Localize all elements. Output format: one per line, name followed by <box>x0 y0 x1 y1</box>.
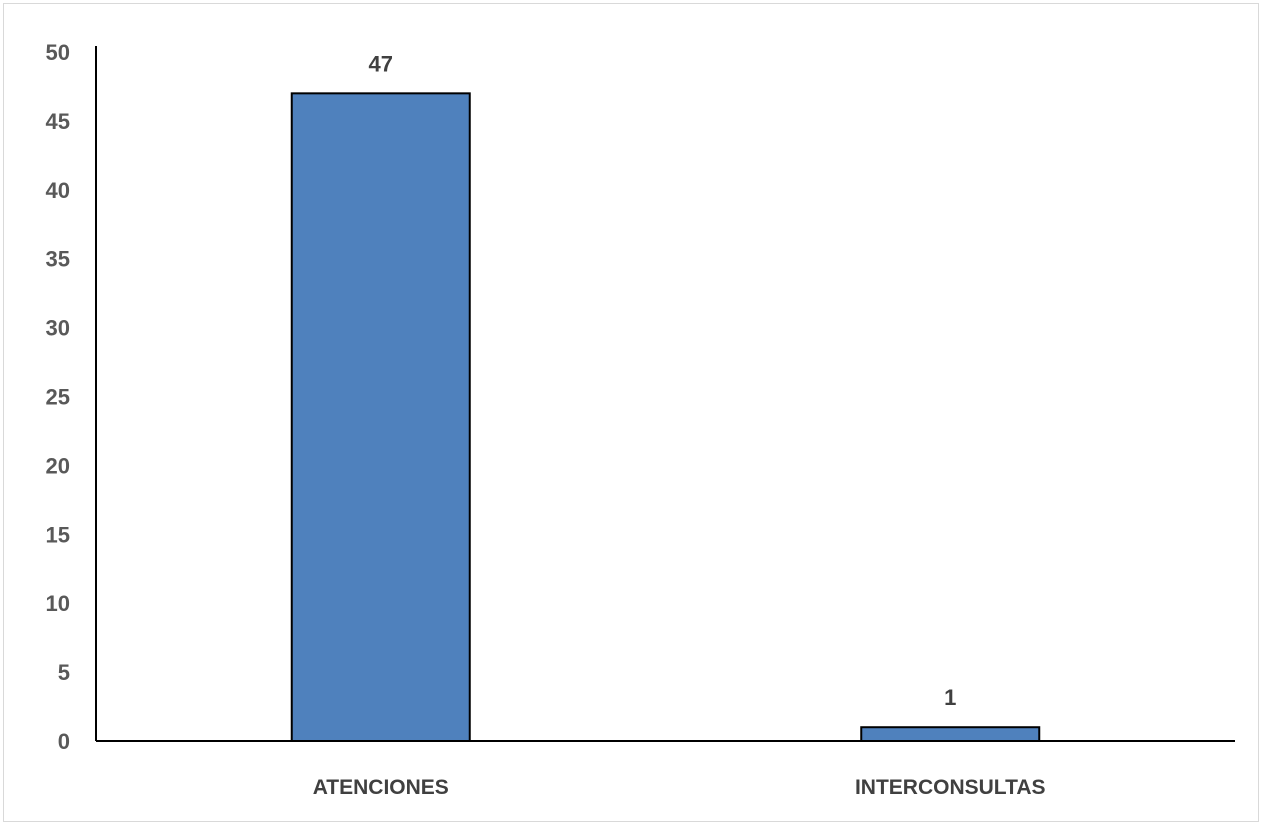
bars <box>290 92 1041 742</box>
y-tick-label: 20 <box>46 453 70 478</box>
y-tick-label: 15 <box>46 522 70 547</box>
y-tick-label: 50 <box>46 40 70 65</box>
chart-frame <box>3 3 1259 822</box>
x-tick-label: ATENCIONES <box>313 776 449 799</box>
data-label: 1 <box>944 685 956 710</box>
data-label: 47 <box>369 51 393 76</box>
y-tick-label: 30 <box>46 316 70 341</box>
y-tick-label: 5 <box>58 660 70 685</box>
bar-atenciones <box>290 92 471 742</box>
y-tick-label: 25 <box>46 385 70 410</box>
x-axis-tick-labels: ATENCIONES INTERCONSULTAS <box>313 776 1046 799</box>
y-tick-label: 0 <box>58 729 70 754</box>
x-tick-label: INTERCONSULTAS <box>855 776 1046 799</box>
y-tick-label: 10 <box>46 591 70 616</box>
bar-interconsultas <box>860 726 1041 742</box>
y-tick-label: 35 <box>46 247 70 272</box>
y-tick-label: 45 <box>46 109 70 134</box>
y-tick-label: 40 <box>46 178 70 203</box>
y-axis-ticks: 0 5 10 15 20 25 30 35 40 45 50 <box>46 40 70 754</box>
data-labels: 47 1 <box>369 51 957 710</box>
